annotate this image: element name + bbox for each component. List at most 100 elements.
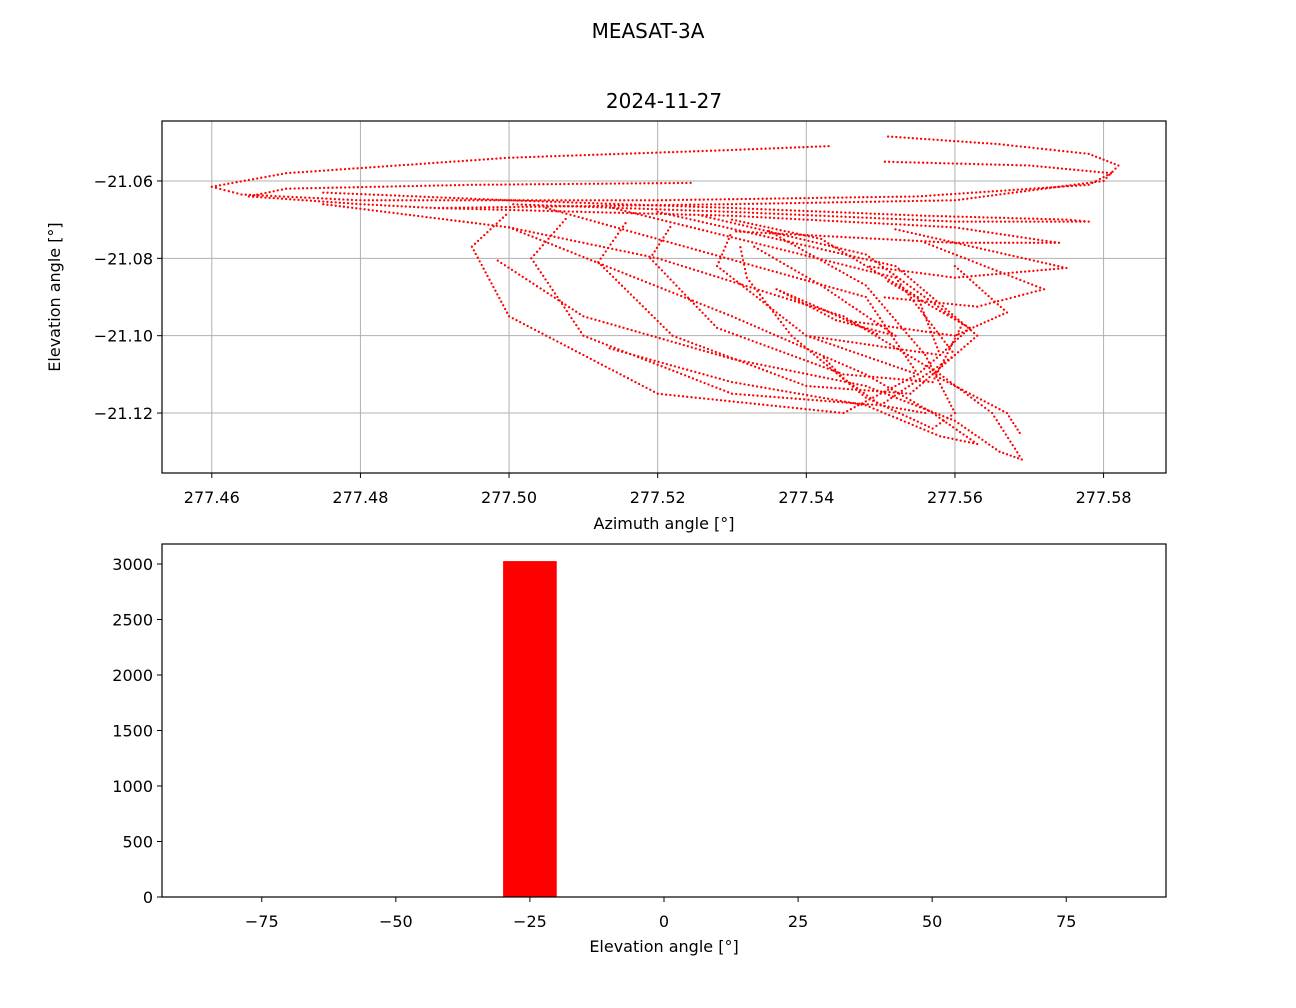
scatter-point xyxy=(899,349,902,352)
scatter-point xyxy=(872,407,875,410)
scatter-point xyxy=(739,215,742,218)
scatter-point xyxy=(838,313,841,317)
scatter-point xyxy=(601,263,605,266)
scatter-point xyxy=(637,382,641,386)
scatter-point xyxy=(996,300,1000,303)
scatter-point xyxy=(884,362,888,365)
scatter-point xyxy=(974,220,977,223)
scatter-point xyxy=(933,331,936,334)
scatter-point xyxy=(802,209,805,213)
scatter-point xyxy=(886,263,889,266)
scatter-point xyxy=(710,231,713,234)
scatter-point xyxy=(853,277,856,281)
scatter-point xyxy=(946,343,949,347)
scatter-point xyxy=(388,199,391,202)
scatter-point xyxy=(609,345,612,348)
scatter-point xyxy=(306,187,309,190)
scatter-point xyxy=(830,338,833,341)
scatter-point xyxy=(643,182,646,185)
scatter-point xyxy=(533,200,536,203)
scatter-point xyxy=(787,250,791,253)
scatter-point xyxy=(427,162,431,165)
scatter-point xyxy=(890,200,893,203)
scatter-point xyxy=(653,316,656,320)
scatter-point xyxy=(785,202,788,205)
scatter-point xyxy=(656,210,659,214)
scatter-point xyxy=(683,293,687,296)
scatter-point xyxy=(945,241,948,244)
scatter-point xyxy=(592,211,595,214)
scatter-point xyxy=(820,259,823,262)
scatter-point xyxy=(991,220,994,223)
scatter-point xyxy=(900,391,904,395)
scatter-point xyxy=(800,253,803,256)
scatter-point xyxy=(815,241,818,244)
scatter-point xyxy=(615,248,618,251)
scatter-point xyxy=(236,192,239,195)
scatter-point xyxy=(966,393,969,397)
scatter-point xyxy=(816,309,819,312)
scatter-point xyxy=(609,266,612,270)
scatter-point xyxy=(486,158,490,161)
scatter-point xyxy=(772,366,775,369)
scatter-point xyxy=(849,275,853,279)
scatter-point xyxy=(936,225,940,228)
scatter-point xyxy=(478,260,481,263)
scatter-point xyxy=(714,210,717,213)
scatter-point xyxy=(932,199,936,202)
scatter-point xyxy=(655,182,659,185)
scatter-point xyxy=(848,211,851,214)
scatter-point xyxy=(919,370,923,373)
scatter-point xyxy=(896,160,899,164)
scatter-point xyxy=(882,273,885,276)
scatter-point xyxy=(867,287,870,290)
scatter-point xyxy=(967,441,971,444)
scatter-point xyxy=(751,202,755,205)
scatter-point xyxy=(955,438,958,441)
histogram-y-tick-label: 3000 xyxy=(112,555,153,574)
scatter-point xyxy=(780,336,783,340)
scatter-point xyxy=(1085,169,1088,173)
scatter-point xyxy=(793,300,797,303)
scatter-point xyxy=(705,149,708,153)
scatter-point xyxy=(542,274,545,278)
scatter-point xyxy=(928,375,931,379)
scatter-point xyxy=(392,199,396,202)
scatter-point xyxy=(840,215,843,218)
scatter-point xyxy=(786,292,789,296)
scatter-point xyxy=(756,202,759,205)
scatter-point xyxy=(782,291,786,294)
scatter-point xyxy=(899,283,902,286)
scatter-point xyxy=(865,258,868,261)
scatter-point xyxy=(833,411,837,414)
scatter-point xyxy=(461,159,464,163)
scatter-point xyxy=(470,245,474,248)
scatter-point xyxy=(960,162,963,165)
scatter-point xyxy=(487,183,490,186)
scatter-point xyxy=(764,208,767,211)
scatter-point xyxy=(593,339,597,342)
scatter-point xyxy=(998,163,1001,166)
scatter-point xyxy=(551,199,555,202)
scatter-point xyxy=(736,197,739,201)
scatter-point xyxy=(887,405,890,408)
scatter-point xyxy=(887,160,891,163)
scatter-point xyxy=(538,247,542,250)
scatter-point xyxy=(681,181,684,185)
scatter-point xyxy=(782,316,785,319)
scatter-point xyxy=(795,232,799,235)
scatter-point xyxy=(765,370,769,373)
scatter-point xyxy=(819,214,822,217)
scatter-point xyxy=(527,234,530,237)
scatter-point xyxy=(1069,218,1073,222)
scatter-point xyxy=(264,191,267,195)
scatter-point xyxy=(944,355,947,358)
scatter-point xyxy=(1028,189,1031,192)
scatter-point xyxy=(955,241,958,245)
scatter-point xyxy=(625,207,628,210)
scatter-point xyxy=(711,398,714,401)
scatter-point xyxy=(644,214,647,218)
scatter-point xyxy=(725,220,728,223)
scatter-point xyxy=(693,203,696,206)
scatter-point xyxy=(697,150,700,153)
